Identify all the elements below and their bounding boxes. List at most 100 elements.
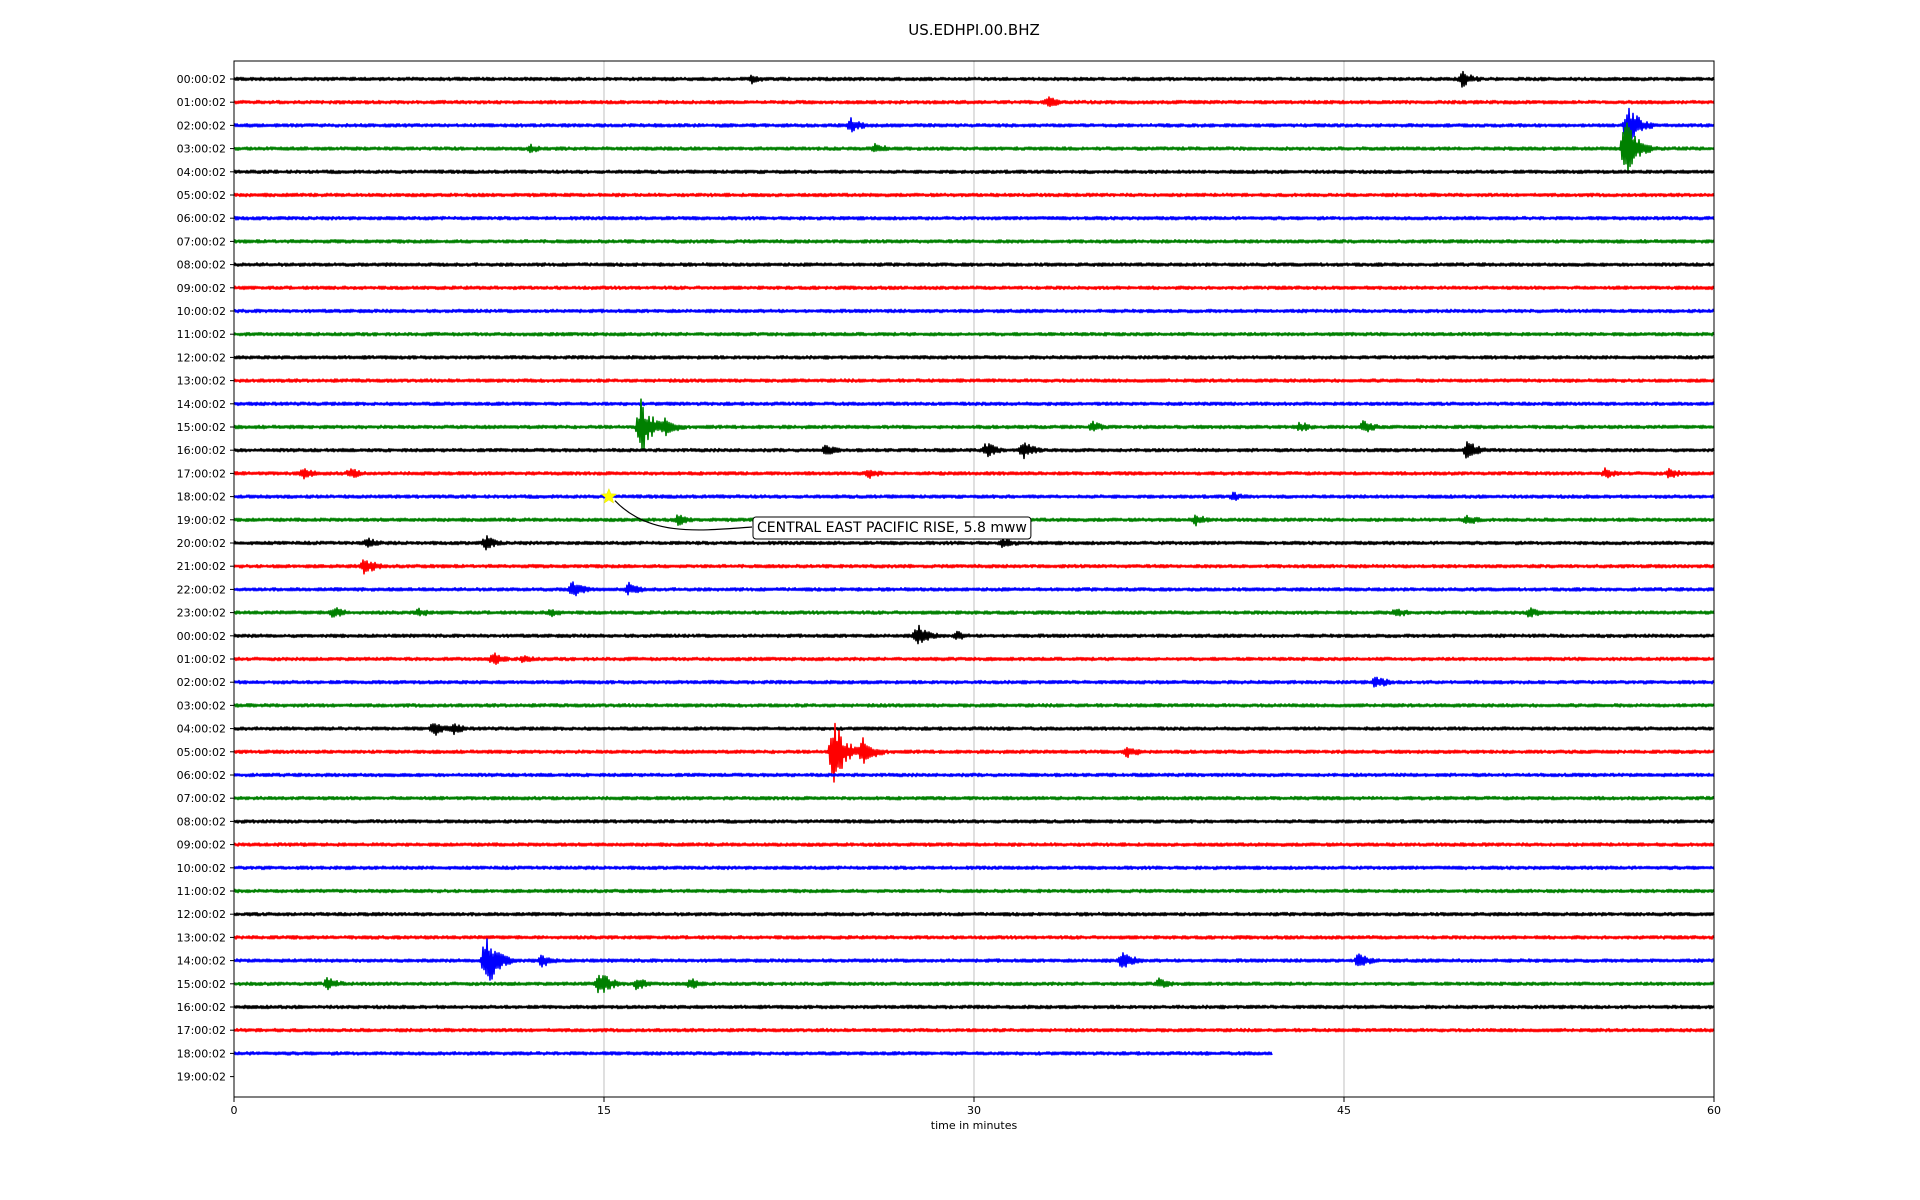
row-label: 07:00:02 (177, 235, 226, 248)
trace-line (233, 467, 1715, 480)
row-label: 14:00:02 (177, 955, 226, 968)
trace-line (233, 378, 1715, 383)
trace-line (233, 935, 1715, 940)
grid-lines (603, 61, 1345, 1097)
trace-line (233, 491, 1715, 501)
row-label: 00:00:02 (177, 73, 226, 86)
row-label: 10:00:02 (177, 305, 226, 318)
trace-line (233, 70, 1715, 88)
row-label: 11:00:02 (177, 328, 226, 341)
row-label: 06:00:02 (177, 212, 226, 225)
row-label: 16:00:02 (177, 1001, 226, 1014)
row-label: 17:00:02 (177, 1024, 226, 1037)
trace-line (233, 262, 1715, 267)
row-label: 19:00:02 (177, 1071, 226, 1084)
row-label: 12:00:02 (177, 908, 226, 921)
trace-line (233, 842, 1715, 847)
row-label: 14:00:02 (177, 398, 226, 411)
trace-group (233, 70, 1715, 1056)
row-label: 01:00:02 (177, 96, 226, 109)
row-label: 05:00:02 (177, 189, 226, 202)
trace-line (233, 703, 1715, 708)
trace-line (233, 401, 1715, 407)
trace-line (233, 441, 1715, 460)
row-label-group: 00:00:02 01:00:02 02:00:02 03:00:02 04:00:02… (177, 73, 234, 1084)
event-star-marker (600, 487, 618, 504)
trace-line (233, 331, 1715, 337)
trace-line (233, 1004, 1715, 1010)
trace-line (233, 308, 1715, 314)
trace-line (233, 96, 1715, 108)
trace-line (233, 938, 1715, 981)
trace-line (233, 169, 1715, 175)
trace-line (233, 122, 1715, 173)
trace-line (233, 795, 1715, 801)
row-label: 10:00:02 (177, 862, 226, 875)
row-label: 02:00:02 (177, 676, 226, 689)
row-label: 04:00:02 (177, 723, 226, 736)
trace-line (233, 285, 1715, 291)
trace-line (233, 239, 1715, 244)
trace-line (233, 1051, 1273, 1056)
row-label: 04:00:02 (177, 166, 226, 179)
row-label: 03:00:02 (177, 143, 226, 156)
trace-line (233, 676, 1715, 688)
annotation-text: CENTRAL EAST PACIFIC RISE, 5.8 mww (757, 520, 1027, 536)
trace-line (233, 398, 1715, 450)
x-tick-label: 30 (967, 1104, 981, 1117)
row-label: 15:00:02 (177, 421, 226, 434)
row-label: 03:00:02 (177, 699, 226, 712)
x-tick-label: 0 (231, 1104, 238, 1117)
trace-line (233, 107, 1715, 146)
trace-line (233, 215, 1715, 221)
row-label: 00:00:02 (177, 630, 226, 643)
annotation-group: CENTRAL EAST PACIFIC RISE, 5.8 mww (600, 487, 1032, 540)
row-label: 05:00:02 (177, 746, 226, 759)
row-label: 02:00:02 (177, 119, 226, 132)
row-label: 13:00:02 (177, 931, 226, 944)
trace-line (233, 865, 1715, 871)
row-label: 11:00:02 (177, 885, 226, 898)
trace-line (233, 652, 1715, 665)
row-label: 08:00:02 (177, 259, 226, 272)
trace-line (233, 581, 1715, 597)
x-tick-group: 0 15 30 45 60 (231, 1097, 1721, 1117)
x-tick-label: 15 (597, 1104, 611, 1117)
row-label: 16:00:02 (177, 444, 226, 457)
row-label: 09:00:02 (177, 282, 226, 295)
trace-line (233, 355, 1715, 360)
row-label: 12:00:02 (177, 351, 226, 364)
trace-line (233, 974, 1715, 994)
row-label: 15:00:02 (177, 978, 226, 991)
row-label: 22:00:02 (177, 583, 226, 596)
row-label: 01:00:02 (177, 653, 226, 666)
row-label: 07:00:02 (177, 792, 226, 805)
x-tick-label: 45 (1337, 1104, 1351, 1117)
row-label: 21:00:02 (177, 560, 226, 573)
x-tick-label: 60 (1707, 1104, 1721, 1117)
row-label: 20:00:02 (177, 537, 226, 550)
row-label: 06:00:02 (177, 769, 226, 782)
chart-title: US.EDHPI.00.BHZ (908, 21, 1040, 39)
row-label: 09:00:02 (177, 839, 226, 852)
trace-line (233, 559, 1715, 575)
trace-line (233, 607, 1715, 618)
x-axis-label: time in minutes (931, 1119, 1018, 1132)
row-label: 23:00:02 (177, 607, 226, 620)
row-label: 17:00:02 (177, 467, 226, 480)
row-label: 19:00:02 (177, 514, 226, 527)
trace-line (233, 1027, 1715, 1033)
annotation-connector (614, 500, 753, 531)
trace-line (233, 819, 1715, 824)
row-label: 18:00:02 (177, 1047, 226, 1060)
trace-line (233, 192, 1715, 198)
trace-line (233, 888, 1715, 894)
row-label: 08:00:02 (177, 815, 226, 828)
row-label: 18:00:02 (177, 491, 226, 504)
trace-line (233, 772, 1715, 778)
annotation-box (752, 516, 1032, 540)
trace-line (233, 624, 1715, 645)
trace-line (233, 723, 1715, 736)
trace-line (233, 722, 1715, 783)
